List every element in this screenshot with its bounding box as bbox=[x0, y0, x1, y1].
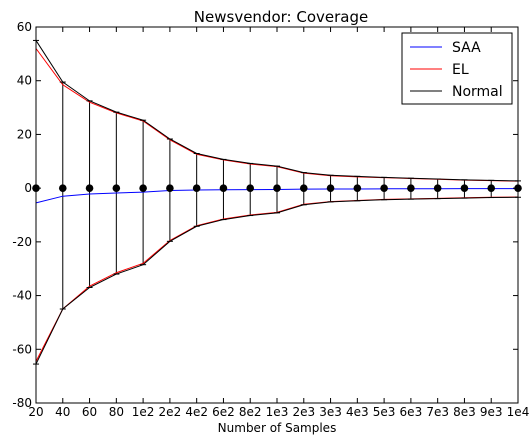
data-point bbox=[219, 184, 228, 192]
data-point bbox=[139, 184, 147, 192]
x-tick-label: 8e3 bbox=[453, 405, 476, 419]
data-point bbox=[326, 184, 335, 192]
y-tick-label: 60 bbox=[17, 20, 32, 34]
series-line-el-lower bbox=[35, 196, 519, 362]
x-tick-label: 1e3 bbox=[266, 405, 289, 419]
y-tick-label: -20 bbox=[12, 235, 32, 249]
x-tick-label: 8e2 bbox=[239, 405, 262, 419]
x-tick-label: 2e2 bbox=[159, 405, 182, 419]
x-tick-label: 40 bbox=[55, 405, 70, 419]
data-point bbox=[380, 184, 388, 192]
y-axis: -80 -60 -40 -20 0 20 40 60 bbox=[12, 20, 518, 410]
data-point bbox=[460, 184, 469, 192]
y-tick-label: -60 bbox=[12, 342, 32, 356]
y-tick-label: -80 bbox=[12, 396, 32, 410]
data-point bbox=[299, 184, 308, 192]
x-tick-label: 60 bbox=[82, 405, 97, 419]
y-tick-label: 0 bbox=[24, 181, 32, 195]
y-tick-label: 20 bbox=[17, 127, 32, 141]
x-tick-label: 5e3 bbox=[373, 405, 396, 419]
legend-label-normal: Normal bbox=[452, 84, 503, 100]
data-point bbox=[246, 184, 255, 192]
x-tick-label: 6e2 bbox=[212, 405, 235, 419]
data-point bbox=[85, 184, 94, 192]
x-tick-label: 6e3 bbox=[400, 405, 423, 419]
x-tick-label: 1e4 bbox=[507, 405, 530, 419]
x-tick-label: 4e3 bbox=[346, 405, 369, 419]
x-tick-label: 7e3 bbox=[426, 405, 449, 419]
x-tick-label: 1e2 bbox=[132, 405, 155, 419]
legend: SAA EL Normal bbox=[401, 32, 513, 105]
y-tick-label: -40 bbox=[12, 289, 32, 303]
x-tick-label: 20 bbox=[28, 405, 43, 419]
legend-label-el: EL bbox=[452, 62, 469, 78]
data-point bbox=[166, 184, 174, 192]
x-axis-label: Number of Samples bbox=[218, 421, 337, 435]
x-tick-label: 4e2 bbox=[185, 405, 208, 419]
x-axis: 20 40 60 80 1e2 2e2 4e2 6e2 8e2 1e3 2e3 3e3 4e3 5e3 6e… bbox=[28, 27, 529, 419]
series-line-normal-lower bbox=[35, 196, 519, 365]
x-tick-label: 80 bbox=[109, 405, 124, 419]
plot-marks bbox=[32, 39, 522, 365]
x-tick-label: 2e3 bbox=[292, 405, 315, 419]
data-point bbox=[407, 184, 415, 192]
legend-label-saa: SAA bbox=[452, 40, 481, 56]
data-point bbox=[433, 184, 442, 192]
x-tick-label: 3e3 bbox=[319, 405, 342, 419]
y-tick-label: 40 bbox=[17, 74, 32, 88]
data-point bbox=[58, 184, 67, 192]
chart-title: Newsvendor: Coverage bbox=[194, 8, 368, 26]
data-point bbox=[273, 184, 281, 192]
data-point bbox=[353, 184, 362, 192]
data-point bbox=[112, 184, 121, 192]
data-point bbox=[192, 184, 201, 192]
data-point bbox=[487, 184, 496, 192]
x-tick-label: 9e3 bbox=[480, 405, 503, 419]
